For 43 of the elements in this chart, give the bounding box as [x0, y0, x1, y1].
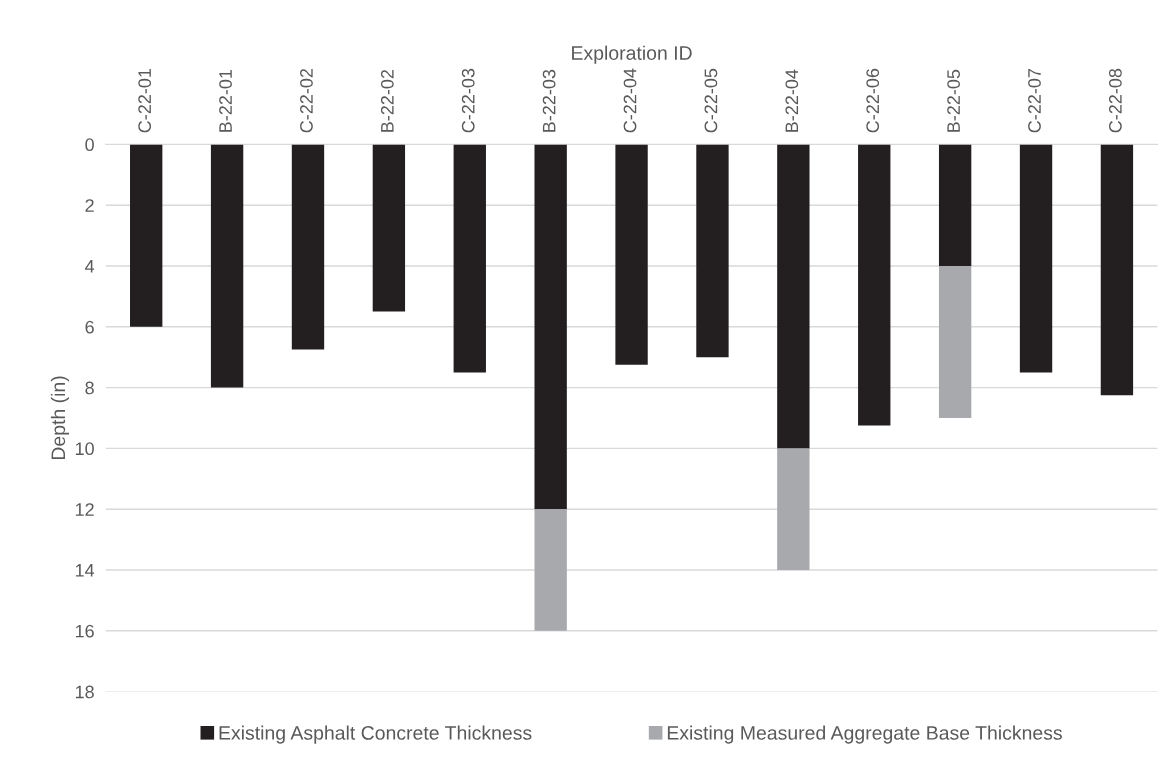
- bar: [938, 266, 972, 418]
- y-tick-label: 2: [85, 199, 94, 212]
- x-tick-label: C-22-02: [300, 68, 313, 133]
- x-tick-label: B-22-02: [380, 69, 394, 132]
- bar: [534, 144, 567, 510]
- x-tick-label: C-22-07: [1028, 68, 1041, 133]
- y-tick-label: 6: [85, 320, 94, 334]
- x-tick-label: B-22-03: [542, 69, 556, 132]
- x-tick-label: C-22-06: [866, 68, 880, 133]
- x-tick-label: B-22-04: [785, 69, 799, 132]
- legend-label: Existing Asphalt Concrete Thickness: [219, 725, 532, 744]
- x-tick-label: C-22-08: [1108, 68, 1122, 133]
- bar: [291, 144, 325, 350]
- y-tick-label: 16: [75, 624, 94, 638]
- bar: [453, 144, 486, 373]
- y-tick-label: 18: [75, 685, 94, 699]
- x-tick-label: B-22-01: [219, 69, 232, 132]
- x-tick-label: B-22-05: [947, 69, 960, 132]
- x-tick-label: C-22-04: [623, 68, 637, 133]
- bar: [938, 144, 972, 266]
- bar: [858, 144, 891, 426]
- x-tick-label: C-22-03: [461, 68, 475, 133]
- bar: [1100, 144, 1134, 396]
- y-tick-label: 14: [75, 564, 95, 577]
- y-tick-label: 4: [85, 260, 95, 273]
- y-tick-label: 8: [85, 381, 94, 395]
- legend-label: Existing Measured Aggregate Base Thickness: [667, 725, 1062, 744]
- bar: [696, 144, 729, 358]
- y-axis-title: Depth (in): [50, 376, 69, 460]
- x-axis-title: Exploration ID: [572, 45, 692, 64]
- bar: [1019, 144, 1053, 373]
- bar: [534, 509, 567, 631]
- bar: [210, 144, 244, 388]
- x-tick-label: C-22-05: [704, 68, 718, 133]
- bar: [615, 144, 648, 365]
- bar: [372, 144, 406, 312]
- x-tick-label: C-22-01: [138, 68, 152, 133]
- bar: [777, 448, 810, 570]
- y-tick-label: 10: [75, 442, 94, 456]
- y-tick-label: 12: [75, 503, 94, 516]
- bar: [777, 144, 810, 449]
- bar: [130, 144, 163, 327]
- y-tick-label: 0: [85, 138, 94, 152]
